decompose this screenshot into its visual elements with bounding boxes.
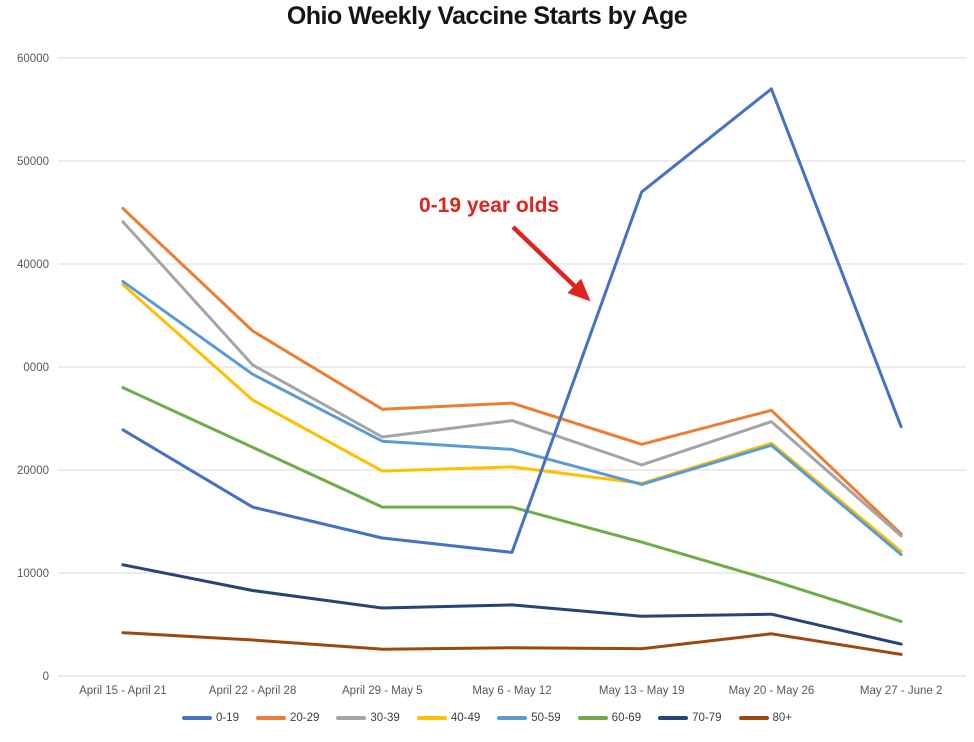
y-tick-label: 50000 xyxy=(17,156,49,168)
legend-item-30-39: 30-39 xyxy=(336,712,400,724)
legend-item-70-79: 70-79 xyxy=(658,712,722,724)
y-tick-label: 40000 xyxy=(17,259,49,271)
legend-item-0-19: 0-19 xyxy=(181,712,239,724)
series-line-30-39 xyxy=(121,220,903,538)
x-tick-label: May 20 - May 26 xyxy=(729,685,815,697)
series-line-70-79 xyxy=(121,563,903,646)
x-tick-label: May 6 - May 12 xyxy=(472,685,551,697)
legend-line-swatch xyxy=(255,716,286,720)
series-line-0-19 xyxy=(121,87,903,554)
legend-label: 0-19 xyxy=(215,712,239,724)
legend-item-40-49: 40-49 xyxy=(416,712,481,724)
y-tick-label: 0000 xyxy=(23,362,49,374)
legend-item-20-29: 20-29 xyxy=(255,712,320,724)
legend-label: 30-39 xyxy=(370,712,400,724)
y-tick-label: 60000 xyxy=(17,53,49,65)
legend-line-swatch xyxy=(658,716,689,720)
series-line-50-59 xyxy=(121,280,903,556)
series-line-60-69 xyxy=(121,386,903,623)
legend-line-swatch xyxy=(577,716,608,720)
legend-item-50-59: 50-59 xyxy=(497,712,561,724)
series-line-20-29 xyxy=(121,206,903,536)
annotation-arrow xyxy=(511,225,591,302)
x-tick-label: April 15 - April 21 xyxy=(79,685,167,697)
legend-label: 40-49 xyxy=(450,712,481,724)
x-tick-label: April 29 - May 5 xyxy=(342,685,423,697)
y-tick-label: 10000 xyxy=(17,568,49,580)
chart-title: Ohio Weekly Vaccine Starts by Age xyxy=(286,2,688,30)
x-tick-label: May 27 - June 2 xyxy=(860,685,942,697)
annotation-label: 0-19 year olds xyxy=(419,194,560,217)
legend-line-swatch xyxy=(497,716,528,720)
legend-item-80+: 80+ xyxy=(738,712,793,724)
legend: 0-19 20-29 30-39 40-49 50-59 60-69 70-79 80+ xyxy=(0,712,974,724)
legend-line-swatch xyxy=(336,716,367,720)
legend-line-swatch xyxy=(416,716,447,720)
x-tick-label: April 22 - April 28 xyxy=(209,685,297,697)
legend-item-60-69: 60-69 xyxy=(577,712,642,724)
legend-label: 80+ xyxy=(772,712,793,724)
series-line-40-49 xyxy=(121,283,903,553)
series-line-80+ xyxy=(121,631,903,656)
x-tick-label: May 13 - May 19 xyxy=(599,685,685,697)
legend-label: 60-69 xyxy=(611,712,642,724)
legend-line-swatch xyxy=(181,716,212,720)
legend-line-swatch xyxy=(738,716,769,720)
y-tick-label: 20000 xyxy=(17,465,49,477)
legend-label: 50-59 xyxy=(531,712,561,724)
y-tick-label: 0 xyxy=(43,671,49,683)
legend-label: 70-79 xyxy=(692,712,722,724)
legend-label: 20-29 xyxy=(289,712,320,724)
